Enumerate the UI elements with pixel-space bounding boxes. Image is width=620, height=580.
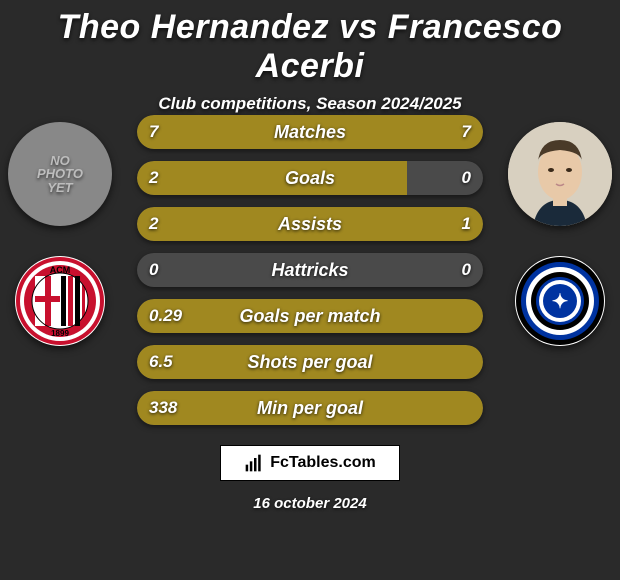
chart-icon <box>244 453 264 473</box>
stat-value-right: 0 <box>462 161 471 195</box>
stat-value-left: 2 <box>149 207 158 241</box>
stat-value-left: 2 <box>149 161 158 195</box>
stat-bar-track <box>137 391 483 425</box>
stat-bar-track <box>137 299 483 333</box>
stat-value-right: 0 <box>462 253 471 287</box>
stat-bar-left <box>137 345 483 379</box>
stat-bar-left <box>137 207 365 241</box>
stat-bar-left <box>137 115 310 149</box>
stat-bar-track <box>137 253 483 287</box>
stat-value-left: 6.5 <box>149 345 173 379</box>
stat-value-left: 0 <box>149 253 158 287</box>
stat-bar-track <box>137 161 483 195</box>
stat-row: Min per goal338 <box>0 391 620 425</box>
stat-bar-left <box>137 299 483 333</box>
stat-value-left: 0.29 <box>149 299 182 333</box>
stat-value-left: 7 <box>149 115 158 149</box>
stat-bar-left <box>137 391 483 425</box>
brand-badge[interactable]: FcTables.com <box>220 445 400 481</box>
page-subtitle: Club competitions, Season 2024/2025 <box>0 94 620 114</box>
stat-row: Assists21 <box>0 207 620 241</box>
stat-row: Hattricks00 <box>0 253 620 287</box>
footer-date: 16 october 2024 <box>0 495 620 512</box>
stat-value-right: 1 <box>462 207 471 241</box>
stats-container: Matches77Goals20Assists21Hattricks00Goal… <box>0 115 620 437</box>
stat-bar-track <box>137 115 483 149</box>
stat-row: Matches77 <box>0 115 620 149</box>
stat-row: Goals20 <box>0 161 620 195</box>
stat-row: Goals per match0.29 <box>0 299 620 333</box>
brand-text: FcTables.com <box>270 454 376 472</box>
stat-value-left: 338 <box>149 391 177 425</box>
stat-bar-track <box>137 345 483 379</box>
stat-bar-right <box>310 115 483 149</box>
stat-bar-track <box>137 207 483 241</box>
page-title: Theo Hernandez vs Francesco Acerbi <box>0 0 620 86</box>
stat-bar-left <box>137 161 407 195</box>
stat-value-right: 7 <box>462 115 471 149</box>
stat-row: Shots per goal6.5 <box>0 345 620 379</box>
